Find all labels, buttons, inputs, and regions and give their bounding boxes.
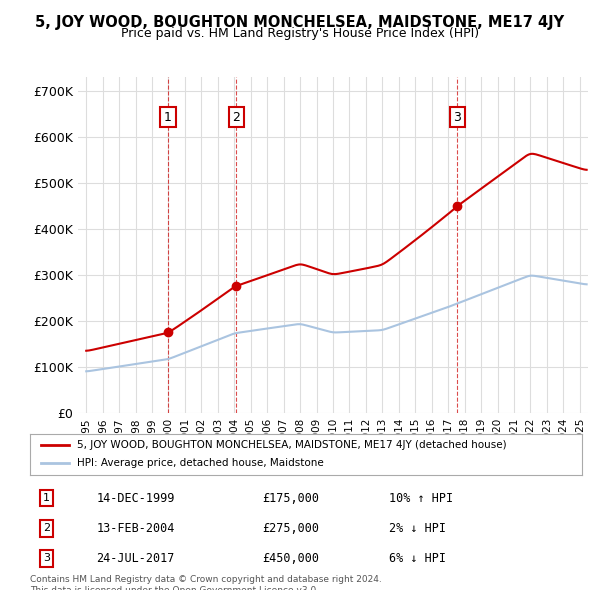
Text: HPI: Average price, detached house, Maidstone: HPI: Average price, detached house, Maid…: [77, 458, 323, 468]
Text: 5, JOY WOOD, BOUGHTON MONCHELSEA, MAIDSTONE, ME17 4JY: 5, JOY WOOD, BOUGHTON MONCHELSEA, MAIDST…: [35, 15, 565, 30]
Text: 2: 2: [232, 110, 240, 123]
Text: 2% ↓ HPI: 2% ↓ HPI: [389, 522, 446, 535]
Text: 5, JOY WOOD, BOUGHTON MONCHELSEA, MAIDSTONE, ME17 4JY (detached house): 5, JOY WOOD, BOUGHTON MONCHELSEA, MAIDST…: [77, 440, 506, 450]
Text: 3: 3: [43, 553, 50, 563]
Text: 10% ↑ HPI: 10% ↑ HPI: [389, 491, 453, 504]
Text: 14-DEC-1999: 14-DEC-1999: [96, 491, 175, 504]
Text: 3: 3: [454, 110, 461, 123]
Text: £450,000: £450,000: [262, 552, 319, 565]
Text: 1: 1: [164, 110, 172, 123]
Text: Contains HM Land Registry data © Crown copyright and database right 2024.
This d: Contains HM Land Registry data © Crown c…: [30, 575, 382, 590]
Text: 24-JUL-2017: 24-JUL-2017: [96, 552, 175, 565]
Text: £275,000: £275,000: [262, 522, 319, 535]
Text: 6% ↓ HPI: 6% ↓ HPI: [389, 552, 446, 565]
Text: Price paid vs. HM Land Registry's House Price Index (HPI): Price paid vs. HM Land Registry's House …: [121, 27, 479, 40]
Text: 1: 1: [43, 493, 50, 503]
Text: 13-FEB-2004: 13-FEB-2004: [96, 522, 175, 535]
Text: 2: 2: [43, 523, 50, 533]
Text: £175,000: £175,000: [262, 491, 319, 504]
